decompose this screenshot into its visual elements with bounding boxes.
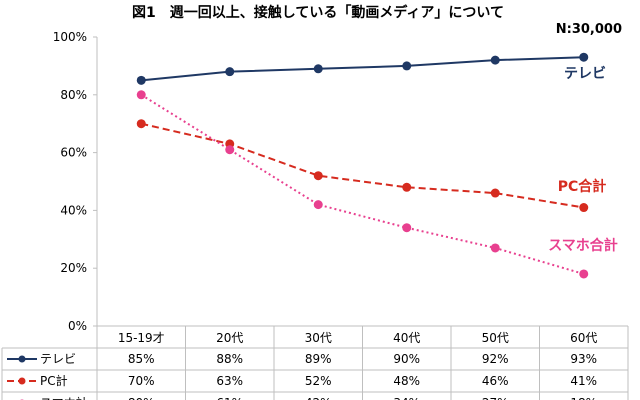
x-category-label: 60代 — [570, 331, 597, 345]
data-point — [579, 52, 589, 62]
data-label: 18% — [570, 396, 597, 400]
y-tick-label: 60% — [60, 146, 87, 160]
chart-title: 図1 週一回以上、接触している「動画メディア」について — [132, 4, 504, 21]
data-label: 34% — [393, 396, 420, 400]
data-label: 70% — [128, 374, 155, 388]
data-point — [490, 188, 500, 198]
data-point — [490, 55, 500, 65]
data-point — [402, 61, 412, 71]
x-category-label: 20代 — [216, 331, 243, 345]
series-callout: テレビ — [564, 66, 606, 82]
data-label: 93% — [570, 352, 597, 366]
data-point — [136, 119, 146, 129]
series-line — [141, 122, 584, 209]
data-point — [313, 200, 323, 210]
data-point — [490, 243, 500, 253]
data-point — [402, 182, 412, 192]
data-point — [579, 203, 589, 213]
data-label: 42% — [305, 396, 332, 400]
data-label: 90% — [393, 352, 420, 366]
plot-area — [136, 52, 589, 279]
series-line — [140, 93, 585, 275]
data-label: 61% — [216, 396, 243, 400]
data-point — [313, 171, 323, 181]
legend-key-marker — [18, 355, 26, 363]
x-category-label: 15-19才 — [118, 331, 165, 345]
data-point — [136, 75, 146, 85]
data-label: 46% — [482, 374, 509, 388]
legend-series-name: PC計 — [40, 373, 68, 388]
data-label: 41% — [570, 374, 597, 388]
data-point — [225, 145, 235, 155]
data-point — [579, 269, 589, 279]
y-tick-label: 40% — [60, 203, 87, 217]
data-label: 88% — [216, 352, 243, 366]
x-category-label: 50代 — [482, 331, 509, 345]
y-axis: 0% 20% 40% 60% 80% 100% — [53, 30, 98, 333]
data-point — [136, 90, 146, 100]
data-label: 80% — [128, 396, 155, 400]
x-category-label: 30代 — [305, 331, 332, 345]
series-callout: スマホ合計 — [548, 237, 618, 254]
sample-size-note: N:30,000 — [556, 22, 622, 37]
data-label: 48% — [393, 374, 420, 388]
y-tick-label: 20% — [60, 261, 87, 275]
data-point — [402, 223, 412, 233]
y-tick-label: 100% — [53, 30, 87, 44]
y-tick-label: 0% — [68, 319, 87, 333]
data-point — [313, 64, 323, 74]
data-label: 89% — [305, 352, 332, 366]
data-label: 63% — [216, 374, 243, 388]
data-label: 52% — [305, 374, 332, 388]
data-label: 92% — [482, 352, 509, 366]
y-tick-label: 80% — [60, 88, 87, 102]
legend-series-name: スマホ計 — [40, 395, 88, 400]
data-point — [225, 67, 235, 77]
data-label: 85% — [128, 352, 155, 366]
series-callout: PC合計 — [558, 178, 607, 195]
legend-key-marker — [18, 377, 26, 385]
x-category-label: 40代 — [393, 331, 420, 345]
data-label: 27% — [482, 396, 509, 400]
series-line — [141, 56, 584, 82]
legend-series-name: テレビ — [40, 352, 76, 366]
